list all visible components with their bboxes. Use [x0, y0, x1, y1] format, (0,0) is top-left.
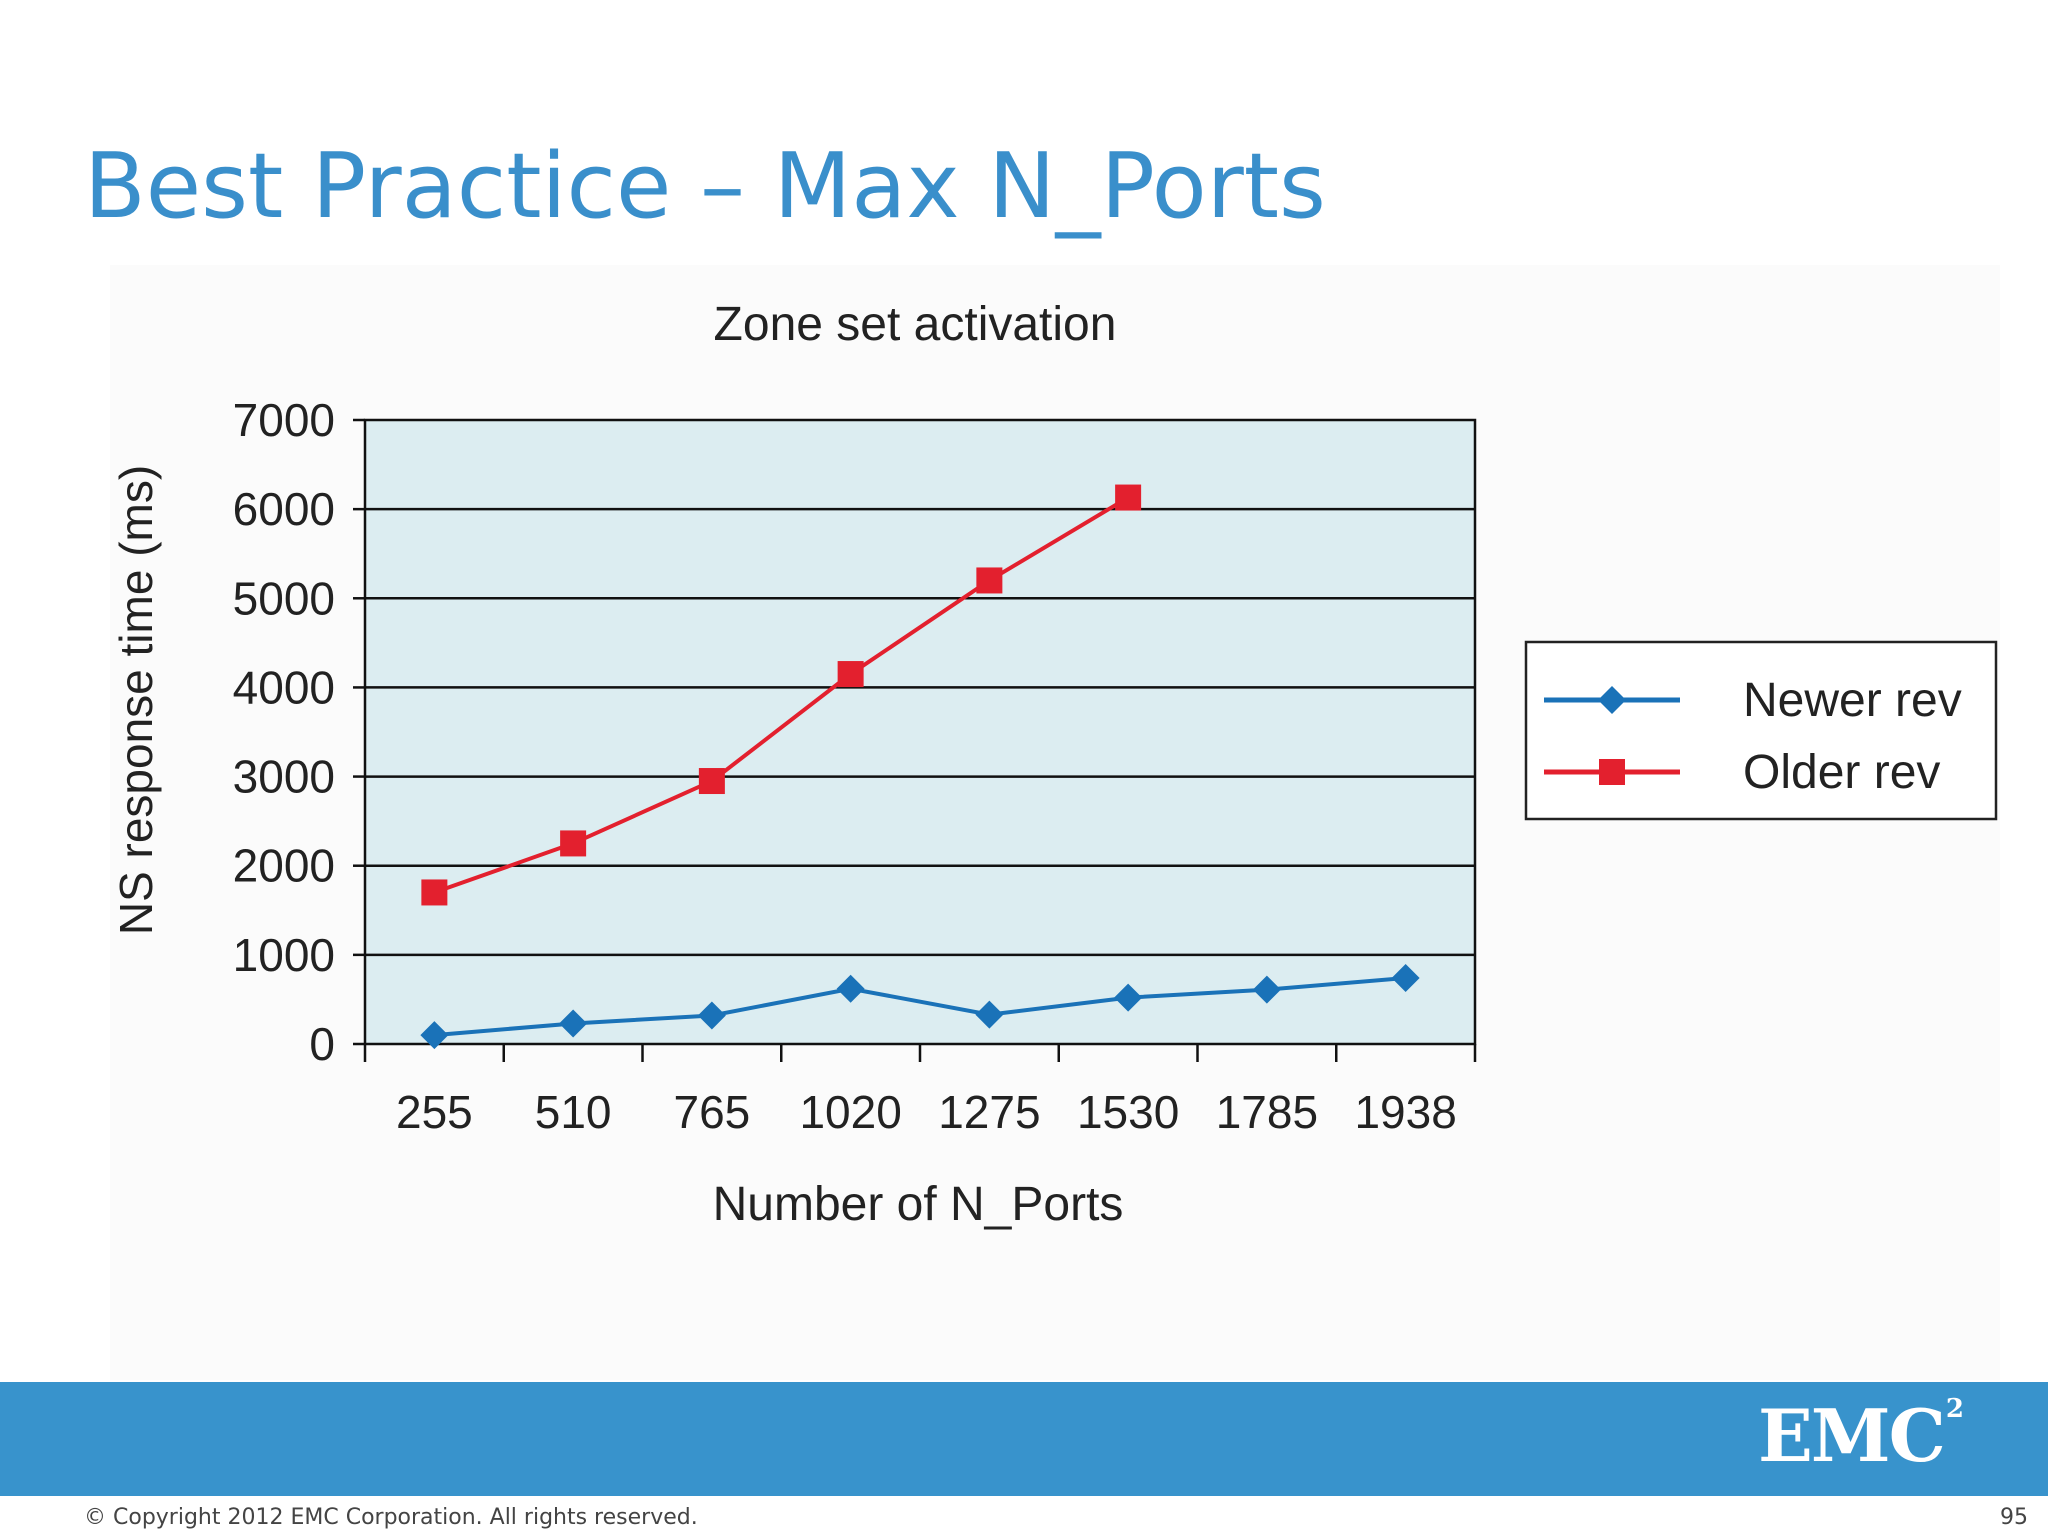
- y-tick-label: 2000: [233, 840, 335, 892]
- slide-title: Best Practice – Max N_Ports: [84, 134, 1326, 239]
- x-axis-label: Number of N_Ports: [713, 1178, 1124, 1231]
- data-point-older-rev: [421, 879, 448, 906]
- y-tick-label: 5000: [233, 572, 335, 624]
- data-point-newer-rev: [1252, 975, 1281, 1004]
- footer-band: EMC2: [0, 1382, 2048, 1496]
- x-tick-label: 1938: [1354, 1086, 1456, 1138]
- legend-item-newer-rev: Newer rev: [1544, 674, 1962, 727]
- x-tick-label: 1275: [938, 1086, 1040, 1138]
- x-tick-label: 510: [535, 1086, 612, 1138]
- legend-swatch-marker: [1599, 759, 1625, 785]
- y-tick-label: 0: [309, 1018, 335, 1070]
- x-tick-label: 255: [396, 1086, 473, 1138]
- data-point-older-rev: [560, 830, 587, 857]
- plot-area: [365, 420, 1475, 1044]
- data-point-newer-rev: [697, 1001, 726, 1030]
- legend: Newer rev Older rev: [1524, 640, 1998, 821]
- y-tick-label: 1000: [233, 929, 335, 981]
- series-line-newer-rev: [434, 976, 1406, 1038]
- line-chart: Zone set activation 0 1000 2000 3000 4000 500…: [110, 298, 1998, 1231]
- legend-box: [1524, 640, 1998, 821]
- x-tick-label: 1530: [1077, 1086, 1179, 1138]
- data-point-older-rev: [837, 661, 864, 688]
- legend-label: Newer rev: [1743, 674, 1962, 727]
- series-newer-rev: [420, 964, 1420, 1050]
- series-layer: [420, 484, 1420, 1050]
- data-point-older-rev: [1115, 484, 1142, 511]
- copyright-notice: © Copyright 2012 EMC Corporation. All ri…: [84, 1505, 698, 1530]
- data-point-newer-rev: [420, 1021, 449, 1050]
- legend-swatch-marker: [1598, 686, 1626, 714]
- data-point-newer-rev: [1391, 964, 1420, 993]
- y-tick-label: 4000: [233, 661, 335, 713]
- gridlines: [365, 507, 1475, 957]
- emc-logo: EMC2: [1758, 1393, 1964, 1478]
- x-tick-label: 1785: [1216, 1086, 1318, 1138]
- chart-title: Zone set activation: [714, 298, 1117, 351]
- y-tick-label: 3000: [233, 751, 335, 803]
- data-point-newer-rev: [559, 1009, 588, 1038]
- data-point-newer-rev: [836, 974, 865, 1003]
- x-axis-ticks: 255 510 765 1020 1275 1530 1785 1938: [363, 1044, 1477, 1138]
- data-point-older-rev: [976, 567, 1003, 594]
- y-tick-label: 7000: [233, 394, 335, 446]
- x-tick-label: 765: [674, 1086, 751, 1138]
- y-tick-label: 6000: [233, 483, 335, 535]
- series-line-older-rev: [433, 495, 1130, 895]
- series-older-rev: [421, 484, 1142, 906]
- data-point-newer-rev: [1114, 983, 1143, 1012]
- y-axis-label: NS response time (ms): [110, 465, 162, 935]
- legend-item-older-rev: Older rev: [1544, 746, 1940, 799]
- y-axis-ticks: 0 1000 2000 3000 4000 5000 6000 7000: [233, 394, 365, 1070]
- legend-label: Older rev: [1743, 746, 1940, 799]
- page-number: 95: [2000, 1505, 2028, 1530]
- data-point-older-rev: [698, 768, 725, 795]
- x-tick-label: 1020: [799, 1086, 901, 1138]
- data-point-newer-rev: [975, 1000, 1004, 1029]
